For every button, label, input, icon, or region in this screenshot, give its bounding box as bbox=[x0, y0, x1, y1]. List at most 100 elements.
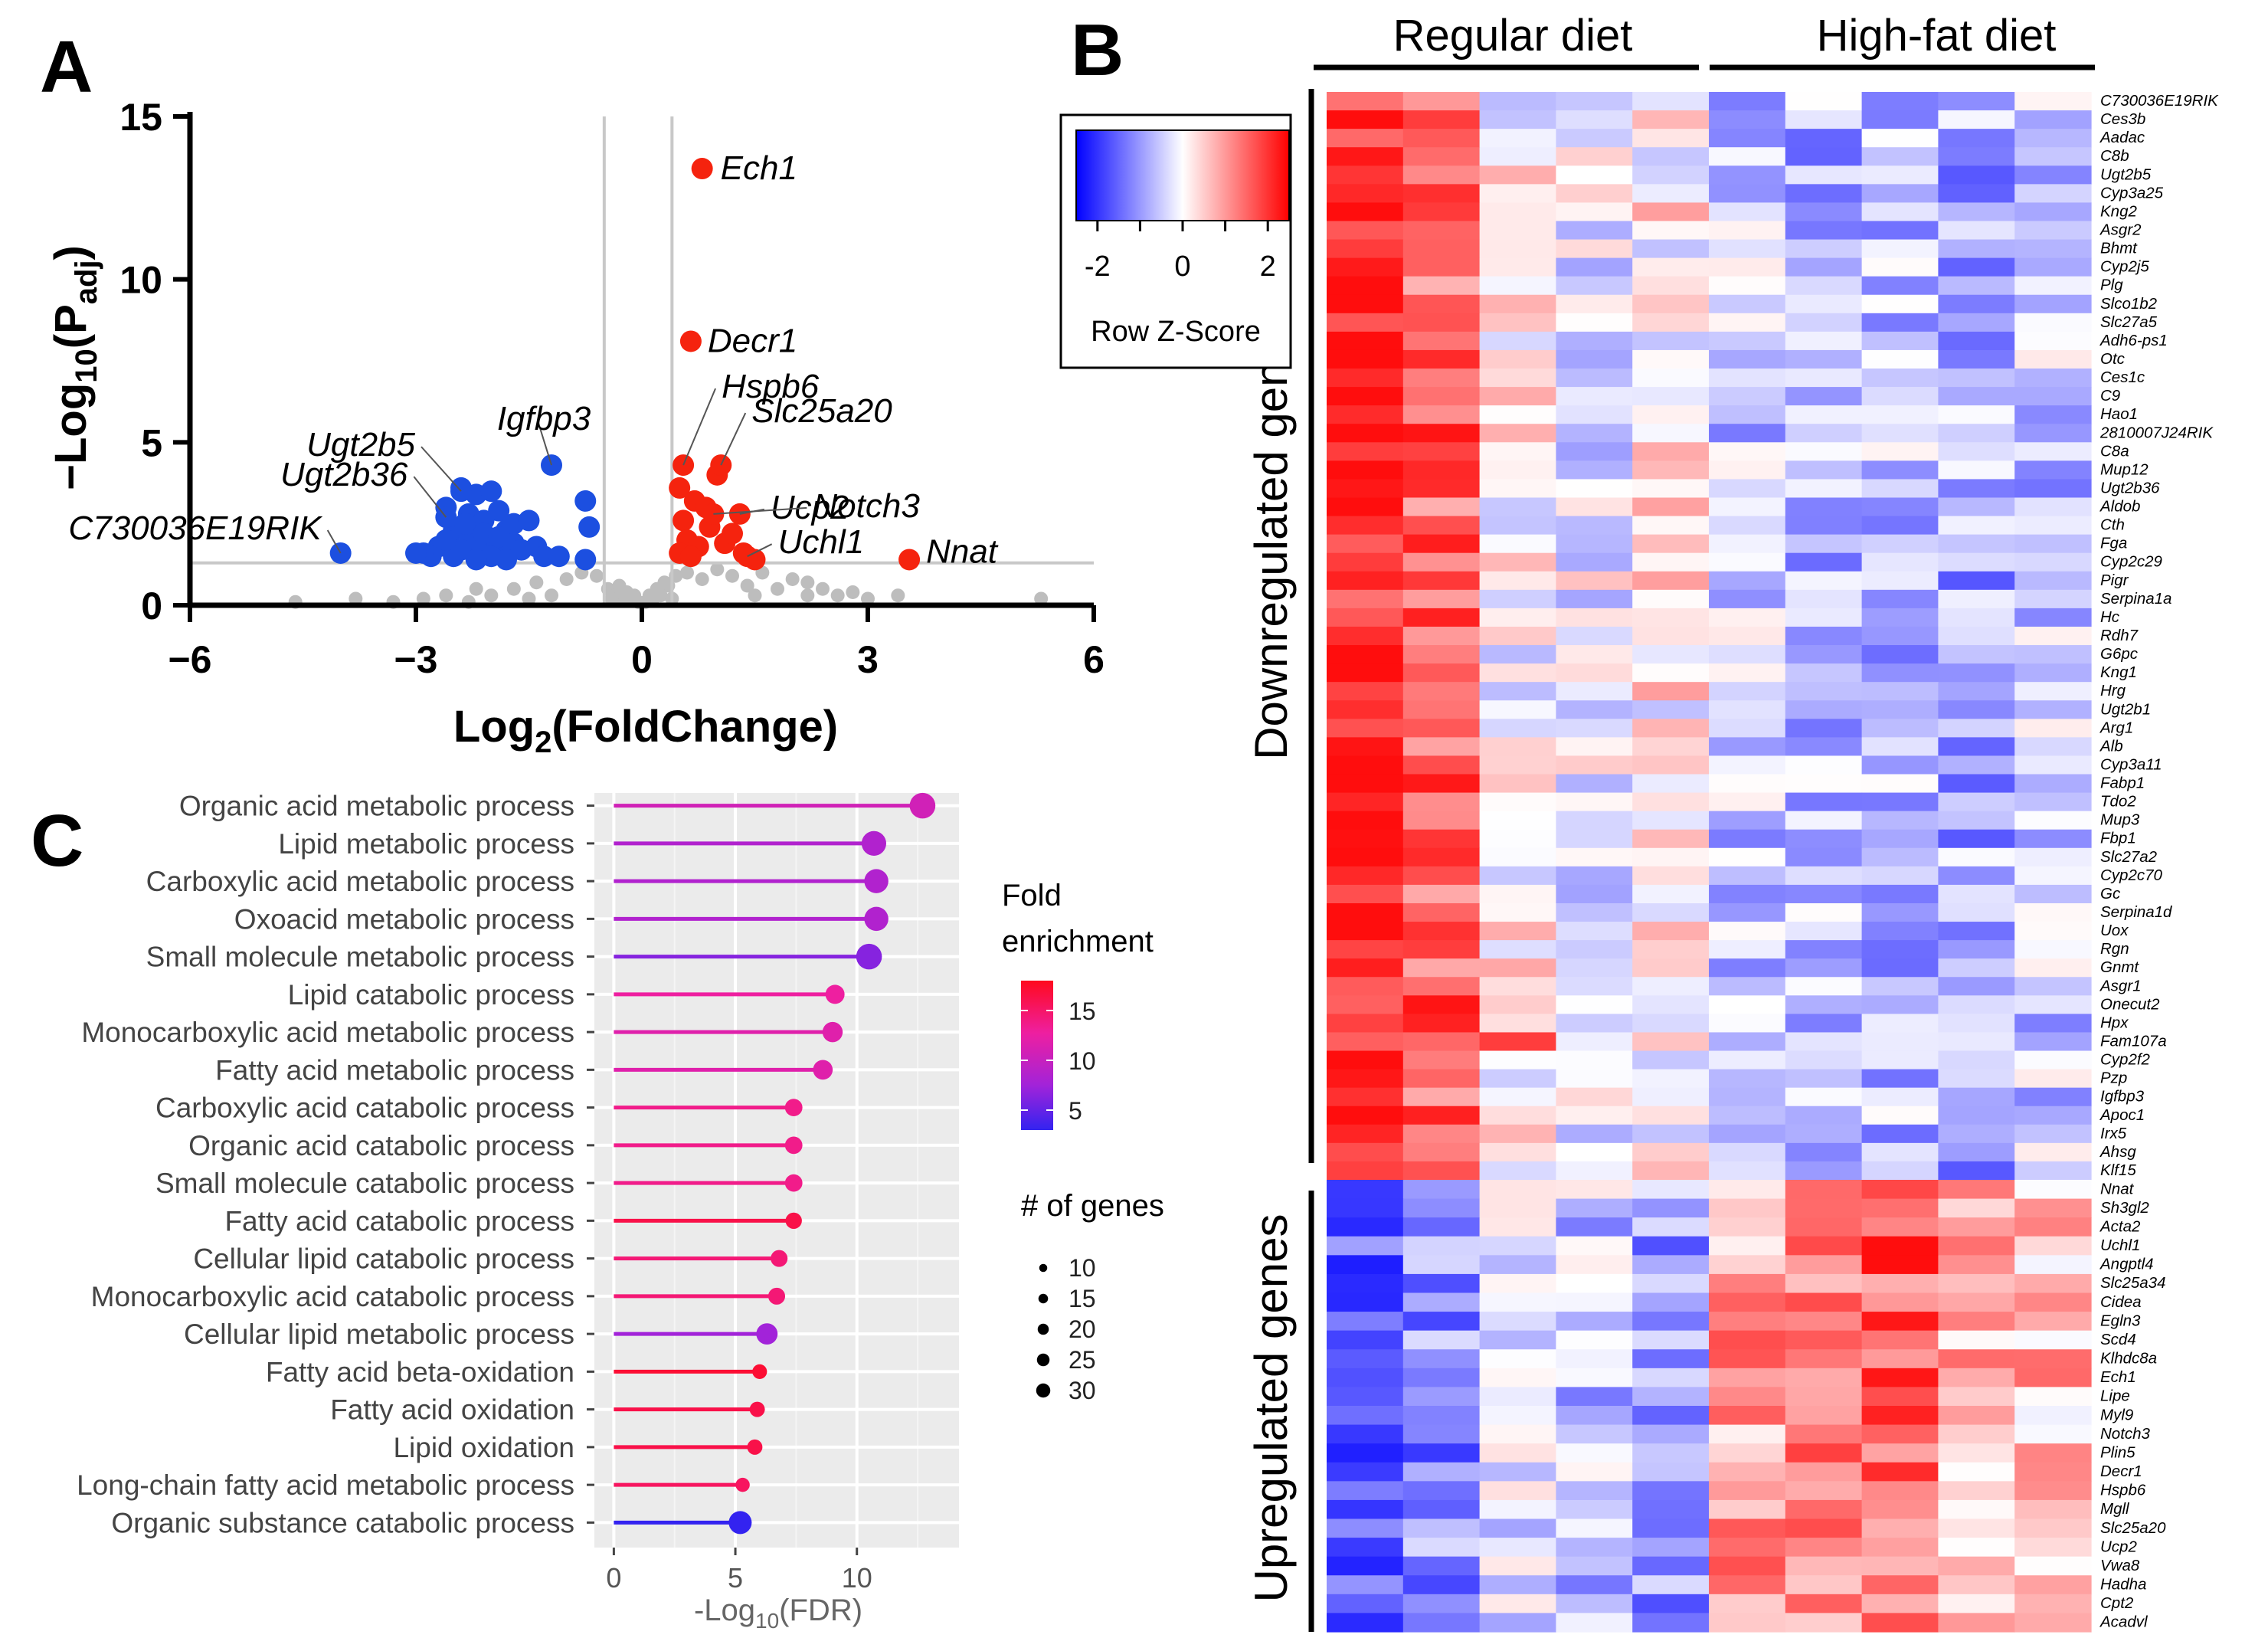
heatmap-cell bbox=[1861, 1124, 1939, 1144]
heatmap-cell bbox=[2014, 1217, 2092, 1237]
heatmap-cell bbox=[1556, 479, 1633, 499]
heatmap-cell bbox=[1556, 682, 1633, 701]
heatmap-cell bbox=[2014, 1142, 2092, 1162]
heatmap-row-label: Ugt2b1 bbox=[2100, 700, 2151, 718]
label-connector bbox=[537, 420, 552, 466]
heatmap-cell bbox=[1709, 165, 1786, 185]
heatmap-cell bbox=[1402, 1481, 1481, 1501]
heatmap-cell bbox=[1479, 1014, 1556, 1034]
heatmap-cell bbox=[1402, 1594, 1481, 1614]
heatmap-cell bbox=[1632, 294, 1710, 314]
heatmap-cell bbox=[1709, 1330, 1786, 1350]
heatmap-cell bbox=[1556, 1236, 1633, 1256]
label-connector bbox=[747, 543, 773, 558]
heatmap-cell bbox=[1402, 626, 1481, 646]
heatmap-cell bbox=[1938, 922, 2015, 941]
heatmap-cell bbox=[1785, 1575, 1863, 1595]
heatmap-cell bbox=[1938, 811, 2015, 830]
heatmap-cell bbox=[1709, 1255, 1786, 1275]
heatmap-cell bbox=[1556, 497, 1633, 517]
lollipop-dot bbox=[864, 869, 889, 893]
heatmap-cell bbox=[1709, 405, 1786, 424]
category-label: Fatty acid oxidation bbox=[330, 1394, 574, 1426]
heatmap-cell bbox=[1709, 866, 1786, 886]
heatmap-row-label: Slc25a34 bbox=[2100, 1274, 2165, 1292]
heatmap-cell bbox=[1861, 460, 1939, 480]
heatmap-cell bbox=[1785, 534, 1863, 554]
heatmap-cell bbox=[1327, 129, 1404, 148]
lollipop-dot bbox=[784, 1136, 803, 1155]
heatmap-cell bbox=[1556, 369, 1633, 388]
x-tick-label: −6 bbox=[168, 638, 211, 681]
heatmap-cell bbox=[1632, 774, 1710, 794]
heatmap-cell bbox=[1327, 1443, 1404, 1463]
heatmap-cell bbox=[1938, 1014, 2015, 1034]
heatmap-cell bbox=[1556, 460, 1633, 480]
label-connector bbox=[720, 412, 747, 466]
heatmap-cell bbox=[1785, 405, 1863, 424]
heatmap-cell bbox=[1861, 940, 1939, 959]
heatmap-cell bbox=[1479, 626, 1556, 646]
heatmap-cell bbox=[2014, 1481, 2092, 1501]
heatmap-cell bbox=[1556, 349, 1633, 369]
heatmap-cell bbox=[1402, 1014, 1481, 1034]
heatmap: Regular diet High-fat diet Downregulated… bbox=[1059, 11, 2219, 1633]
heatmap-cell bbox=[1402, 294, 1481, 314]
heatmap-row-label: Ahsg bbox=[2099, 1143, 2136, 1161]
heatmap-cell bbox=[1938, 239, 2015, 259]
heatmap-cell bbox=[1479, 608, 1556, 627]
heatmap-cell bbox=[1709, 1236, 1786, 1256]
heatmap-row-label: Plg bbox=[2100, 277, 2123, 294]
heatmap-cell bbox=[1861, 110, 1939, 129]
heatmap-cell bbox=[2014, 1069, 2092, 1089]
heatmap-cell bbox=[1861, 1594, 1939, 1614]
category-label: Small molecule catabolic process bbox=[155, 1168, 574, 1199]
colorbar-tick-label: 15 bbox=[1069, 997, 1096, 1025]
heatmap-cell bbox=[2014, 110, 2092, 129]
heatmap-cell bbox=[1938, 1481, 2015, 1501]
heatmap-cell bbox=[1327, 829, 1404, 849]
lollipop-chart: 0 5 10 Organic acid metabolic process Lipid… bbox=[77, 791, 1164, 1633]
heatmap-cell bbox=[1327, 792, 1404, 812]
heatmap-cell bbox=[1632, 479, 1710, 499]
heatmap-cell bbox=[1785, 589, 1863, 609]
heatmap-row-label: Nnat bbox=[2100, 1180, 2135, 1197]
heatmap-cell bbox=[1709, 589, 1786, 609]
heatmap-cell bbox=[1556, 1575, 1633, 1595]
heatmap-cell bbox=[1327, 497, 1404, 517]
up-point bbox=[673, 509, 695, 532]
heatmap-cell bbox=[2014, 645, 2092, 664]
heatmap-cell bbox=[1479, 940, 1556, 959]
heatmap-cell bbox=[1632, 110, 1710, 129]
heatmap-cell bbox=[1479, 92, 1556, 111]
lollipop-dot bbox=[785, 1212, 802, 1230]
heatmap-cell bbox=[1632, 202, 1710, 222]
heatmap-cell bbox=[1479, 958, 1556, 978]
heatmap-cell bbox=[1327, 257, 1404, 277]
y-tick-label: 0 bbox=[141, 585, 162, 627]
heatmap-cell bbox=[1861, 1032, 1939, 1052]
heatmap-cell bbox=[1785, 1330, 1863, 1350]
heatmap-cell bbox=[1938, 958, 2015, 978]
heatmap-cell bbox=[1709, 534, 1786, 554]
heatmap-cell bbox=[1709, 294, 1786, 314]
heatmap-cell bbox=[1556, 1518, 1633, 1538]
heatmap-cell bbox=[2014, 1556, 2092, 1576]
gene-count-legend-title: # of genes bbox=[1021, 1189, 1164, 1223]
heatmap-cell bbox=[1938, 1069, 2015, 1089]
heatmap-cell bbox=[1556, 129, 1633, 148]
heatmap-cell bbox=[1861, 1312, 1939, 1332]
size-legend-dot bbox=[1036, 1353, 1050, 1367]
heatmap-cell bbox=[1402, 1575, 1481, 1595]
heatmap-cell bbox=[1785, 737, 1863, 757]
heatmap-cell bbox=[1327, 165, 1404, 185]
heatmap-cell bbox=[1938, 626, 2015, 646]
heatmap-cell bbox=[1861, 239, 1939, 259]
heatmap-cell bbox=[2014, 737, 2092, 757]
heatmap-row-label: Fam107a bbox=[2100, 1032, 2167, 1050]
heatmap-cell bbox=[2014, 1368, 2092, 1388]
fold-enrichment-legend-title-2: enrichment bbox=[1002, 925, 1154, 958]
heatmap-cell bbox=[1402, 1236, 1481, 1256]
heatmap-cell bbox=[1861, 1292, 1939, 1312]
heatmap-cell bbox=[1938, 902, 2015, 922]
